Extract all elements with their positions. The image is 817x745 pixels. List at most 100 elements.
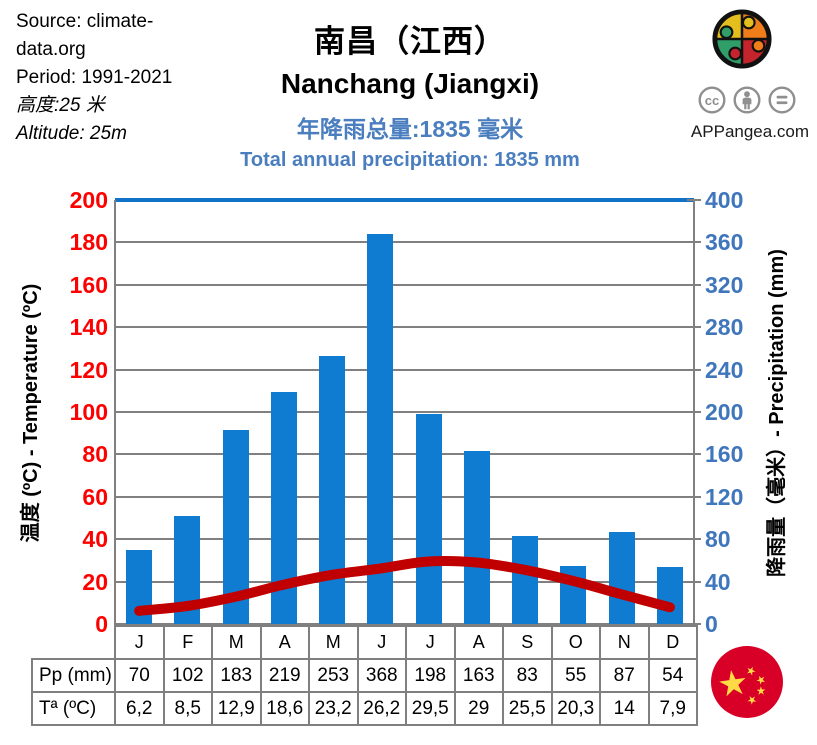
pp-cell: 102	[163, 659, 212, 692]
pp-cell: 54	[648, 659, 697, 692]
gridline	[115, 580, 694, 583]
precip-bar	[367, 233, 394, 624]
month-cell: A	[260, 626, 309, 659]
left-axis-tick-label: 200	[69, 187, 108, 213]
pp-cell: 253	[309, 659, 358, 692]
left-axis-tick-label: 80	[82, 441, 108, 468]
altitude-en: Altitude: 25m	[16, 123, 127, 144]
right-axis-tick-label: 40	[705, 568, 731, 595]
ta-cell: 25,5	[503, 692, 552, 725]
month-cell: J	[115, 626, 164, 659]
pp-cell: 163	[454, 659, 503, 692]
right-axis-title: 降雨量（毫米）- Precipitation (mm)	[766, 249, 788, 577]
plot-top-border	[115, 198, 694, 202]
ta-cell: 14	[600, 692, 649, 725]
right-axis-tick-label: 160	[705, 441, 744, 468]
right-axis-tick-label: 0	[705, 611, 718, 637]
month-cell: N	[600, 626, 649, 659]
ta-cell: 6,2	[115, 692, 164, 725]
city-title-zh: 南昌（江西）	[314, 24, 506, 59]
gridline	[115, 241, 694, 244]
equal-icon	[767, 85, 797, 115]
right-axis-tick-label: 360	[705, 229, 744, 256]
right-axis-tick-label: 200	[705, 399, 744, 425]
gridline	[115, 623, 694, 625]
cc-icon: cc	[697, 85, 727, 115]
precip-bar	[319, 355, 346, 624]
precip-bar	[270, 391, 297, 624]
precip-bar	[126, 549, 153, 624]
left-axis-title: 温度 (ºC) - Temperature (ºC)	[20, 283, 42, 543]
gridline	[115, 368, 694, 371]
left-axis-tick-label: 60	[82, 483, 108, 510]
precip-bar	[560, 565, 587, 624]
license-icons: cc	[697, 85, 797, 115]
pp-cell: 83	[503, 659, 552, 692]
annual-precip-zh: 年降雨总量:1835 毫米	[296, 116, 524, 142]
left-axis-tick-label: 120	[69, 356, 108, 383]
right-axis-tick-label: 400	[705, 187, 744, 213]
ta-cell: 23,2	[309, 692, 358, 725]
month-cell: M	[309, 626, 358, 659]
pp-cell: 70	[115, 659, 164, 692]
pp-cell: 368	[357, 659, 406, 692]
gridline	[115, 495, 694, 498]
pp-cell: 219	[260, 659, 309, 692]
ta-row-header: Tª (ºC)	[31, 691, 116, 726]
left-axis-tick-label: 160	[69, 271, 108, 298]
left-axis-tick-label: 0	[95, 611, 108, 637]
ta-cell: 29	[454, 692, 503, 725]
month-cell: D	[648, 626, 697, 659]
ta-cell: 8,5	[163, 692, 212, 725]
precip-bar	[512, 536, 539, 624]
precip-bar	[463, 451, 490, 624]
precip-bar	[415, 414, 442, 624]
left-axis-line	[114, 200, 116, 626]
left-axis-tick-label: 20	[82, 568, 108, 595]
pp-cell: 55	[551, 659, 600, 692]
pp-cell: 198	[406, 659, 455, 692]
month-cell: J	[406, 626, 455, 659]
attribution-icon	[732, 85, 762, 115]
precip-bar	[174, 515, 201, 624]
svg-text:cc: cc	[705, 93, 719, 108]
month-cell: J	[357, 626, 406, 659]
site-name: APPangea.com	[690, 122, 810, 141]
month-cell: S	[503, 626, 552, 659]
gridline	[115, 326, 694, 329]
title-block: 南昌（江西） Nanchang (Jiangxi) 年降雨总量:1835 毫米 …	[170, 16, 650, 172]
right-axis-tick-label: 320	[705, 271, 744, 298]
china-flag-icon	[710, 645, 784, 719]
right-axis-tick-label: 120	[705, 483, 744, 510]
left-axis-tick-label: 180	[69, 229, 108, 256]
gridline	[115, 453, 694, 456]
ta-cell: 20,3	[551, 692, 600, 725]
pp-cell: 183	[212, 659, 261, 692]
left-axis-tick-label: 140	[69, 314, 108, 341]
gridline	[115, 411, 694, 413]
ta-cell: 29,5	[406, 692, 455, 725]
period-text: Period: 1991-2021	[16, 67, 173, 88]
gridline	[115, 283, 694, 286]
ta-cell: 18,6	[260, 692, 309, 725]
right-axis-tick-label: 280	[705, 314, 744, 341]
left-axis-tick-label: 100	[69, 399, 108, 425]
temperature-row: 6,2 8,5 12,9 18,6 23,2 26,2 29,5 29 25,5 20,3 14 7,…	[114, 691, 698, 726]
source-text: Source: climate-data.org	[16, 11, 154, 60]
month-cell: O	[551, 626, 600, 659]
ta-cell: 7,9	[648, 692, 697, 725]
right-axis-line	[693, 200, 695, 626]
precipitation-row: 70 102 183 219 253 368 198 163 83 55 87 54	[114, 658, 698, 693]
ta-cell: 26,2	[357, 692, 406, 725]
gridline	[115, 538, 694, 541]
month-cell: F	[163, 626, 212, 659]
precip-bar	[656, 566, 683, 624]
precip-bar	[608, 531, 635, 624]
pp-cell: 87	[600, 659, 649, 692]
ta-cell: 12,9	[212, 692, 261, 725]
pp-row-header: Pp (mm)	[31, 658, 116, 693]
city-title-en: Nanchang (Jiangxi)	[280, 68, 540, 99]
right-axis-tick-label: 240	[705, 356, 744, 383]
